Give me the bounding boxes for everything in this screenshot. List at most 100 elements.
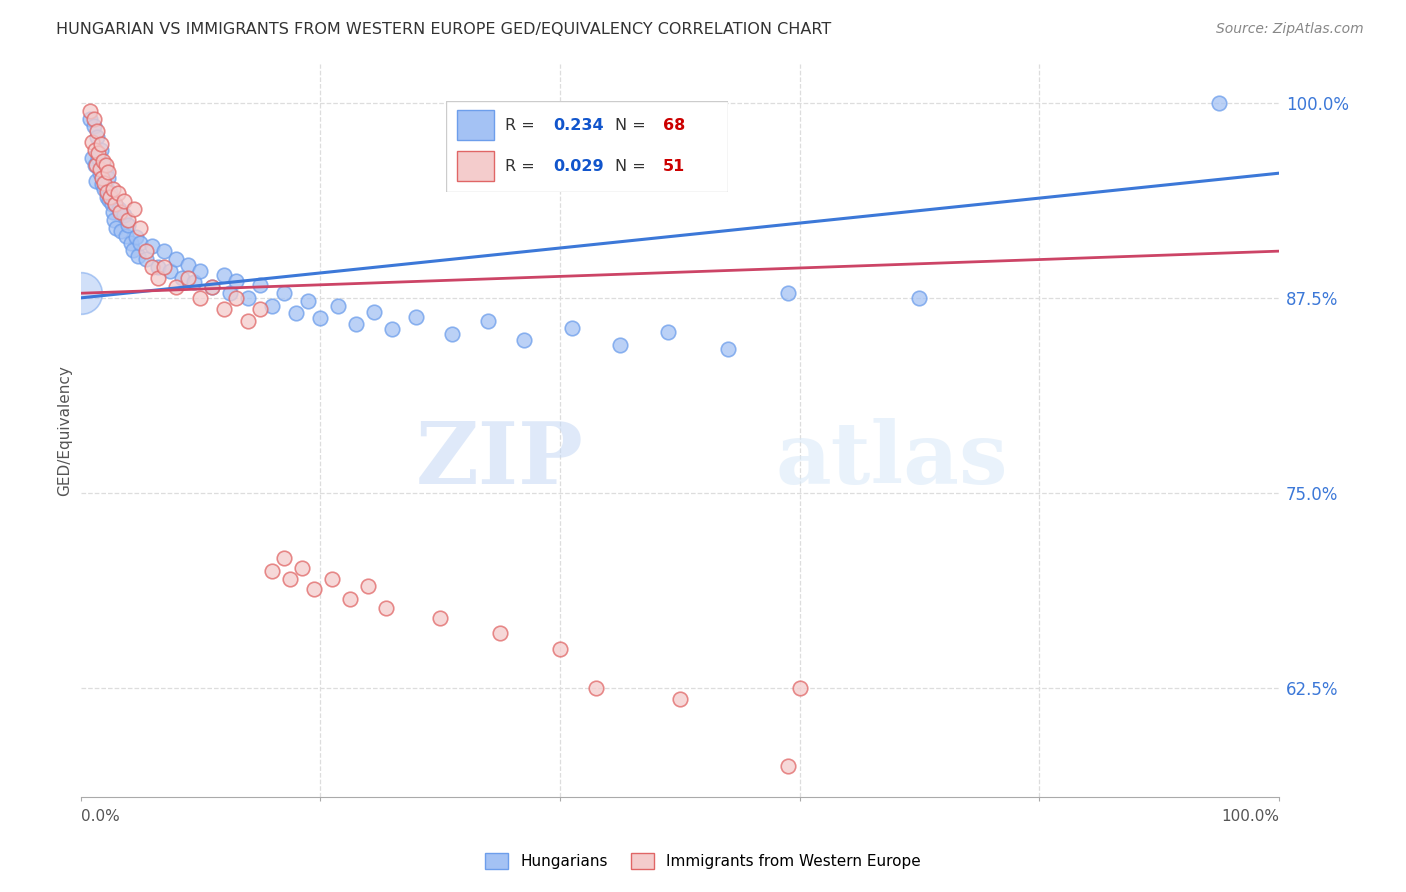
Point xyxy=(83,112,105,126)
Point xyxy=(112,194,135,209)
Point xyxy=(89,161,111,176)
Point xyxy=(375,601,398,615)
Point xyxy=(87,151,110,165)
Point xyxy=(309,311,332,326)
Point xyxy=(82,151,104,165)
Point xyxy=(93,176,115,190)
Point xyxy=(201,280,224,294)
Point xyxy=(91,153,114,168)
Point xyxy=(104,197,127,211)
Point xyxy=(321,572,343,586)
Point xyxy=(225,291,247,305)
Point xyxy=(103,213,125,227)
Point xyxy=(96,185,118,199)
Point xyxy=(124,202,146,216)
Point xyxy=(177,258,200,272)
Point xyxy=(548,641,571,656)
Point xyxy=(381,322,404,336)
Point xyxy=(101,205,124,219)
Point xyxy=(122,243,145,257)
Point xyxy=(285,306,308,320)
Point xyxy=(238,291,260,305)
Point xyxy=(249,301,271,316)
Point xyxy=(262,299,284,313)
Point xyxy=(91,170,114,185)
Point xyxy=(188,291,211,305)
Point xyxy=(262,564,284,578)
Point xyxy=(219,286,242,301)
Point xyxy=(94,164,117,178)
Point xyxy=(363,305,385,319)
Point xyxy=(86,124,108,138)
Point xyxy=(98,193,121,207)
Y-axis label: GED/Equivalency: GED/Equivalency xyxy=(58,365,72,496)
Point xyxy=(908,291,931,305)
Point xyxy=(141,239,163,253)
Point xyxy=(100,197,122,211)
Point xyxy=(776,758,799,772)
Point xyxy=(188,264,211,278)
Point xyxy=(79,103,101,118)
Point xyxy=(183,276,205,290)
Point xyxy=(776,286,799,301)
Point xyxy=(278,572,301,586)
Point xyxy=(108,205,131,219)
Point xyxy=(117,218,139,232)
Point xyxy=(120,236,142,251)
Point xyxy=(135,244,157,259)
Point xyxy=(273,551,295,566)
Point xyxy=(107,186,129,201)
Point xyxy=(91,158,114,172)
Point xyxy=(357,579,380,593)
Point xyxy=(297,293,319,308)
Point xyxy=(83,143,105,157)
Point xyxy=(124,230,146,244)
Point xyxy=(100,189,122,203)
Point xyxy=(238,314,260,328)
Legend: Hungarians, Immigrants from Western Europe: Hungarians, Immigrants from Western Euro… xyxy=(479,847,927,875)
Point xyxy=(302,582,325,597)
Point xyxy=(93,182,115,196)
Point xyxy=(668,691,690,706)
Point xyxy=(115,228,138,243)
Point xyxy=(477,314,499,328)
Point xyxy=(513,333,536,347)
Text: Source: ZipAtlas.com: Source: ZipAtlas.com xyxy=(1216,22,1364,37)
Point xyxy=(291,560,314,574)
Point xyxy=(105,220,128,235)
Point xyxy=(273,286,295,301)
Text: 0.0%: 0.0% xyxy=(80,809,120,824)
Point xyxy=(97,170,120,185)
Point xyxy=(83,120,105,134)
Point xyxy=(657,325,679,339)
Point xyxy=(97,164,120,178)
Point xyxy=(429,610,451,624)
Text: atlas: atlas xyxy=(776,417,1008,501)
Point xyxy=(84,174,107,188)
Point xyxy=(405,310,427,324)
Point xyxy=(789,681,811,695)
Point xyxy=(90,136,112,151)
Point xyxy=(165,252,187,266)
Point xyxy=(148,260,170,274)
Point xyxy=(87,145,110,160)
Point xyxy=(489,626,512,640)
Point xyxy=(159,264,181,278)
Point xyxy=(79,112,101,126)
Text: HUNGARIAN VS IMMIGRANTS FROM WESTERN EUROPE GED/EQUIVALENCY CORRELATION CHART: HUNGARIAN VS IMMIGRANTS FROM WESTERN EUR… xyxy=(56,22,831,37)
Point xyxy=(112,208,135,222)
Point xyxy=(177,270,200,285)
Point xyxy=(141,260,163,274)
Point xyxy=(96,189,118,203)
Point xyxy=(129,220,152,235)
Point xyxy=(440,326,463,341)
Point xyxy=(609,337,631,351)
Point xyxy=(100,185,122,199)
Point xyxy=(83,158,105,172)
Point xyxy=(249,278,271,293)
Point xyxy=(94,158,117,172)
Point xyxy=(129,236,152,251)
Point xyxy=(127,249,149,263)
Point xyxy=(89,166,111,180)
Point xyxy=(104,197,127,211)
